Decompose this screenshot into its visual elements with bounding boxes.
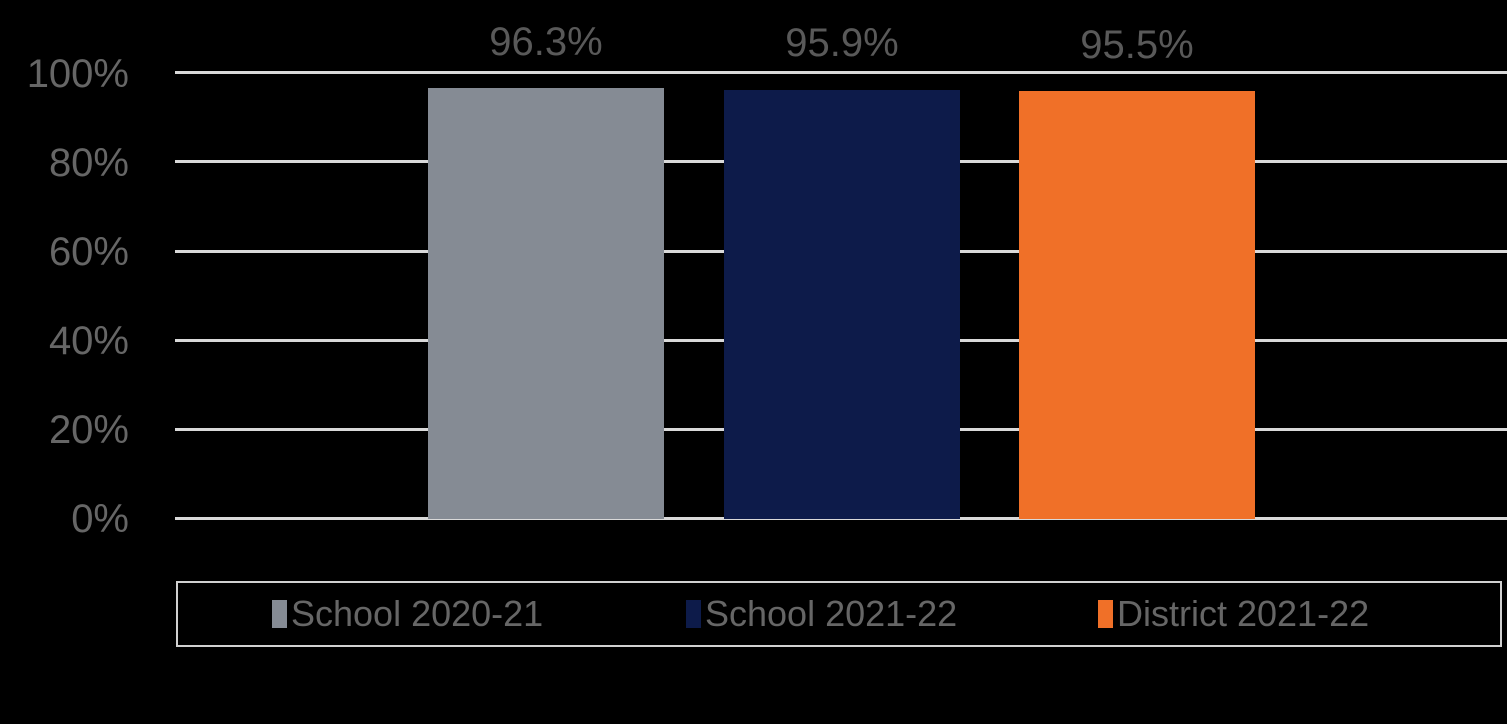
legend-swatch-school-2020-21 bbox=[272, 600, 287, 628]
data-label-school-2021-22: 95.9% bbox=[785, 21, 899, 65]
legend-label: School 2021-22 bbox=[705, 593, 958, 634]
y-tick-60: 60% bbox=[48, 230, 129, 274]
y-tick-20: 20% bbox=[48, 408, 129, 452]
y-tick-80: 80% bbox=[48, 141, 129, 185]
bar-school-2020-21 bbox=[428, 88, 664, 519]
y-tick-40: 40% bbox=[48, 319, 129, 363]
legend-item-district-2021-22: District 2021-22 bbox=[1098, 583, 1369, 645]
bar-school-2021-22 bbox=[724, 90, 960, 519]
bar-district-2021-22 bbox=[1019, 91, 1255, 519]
data-label-school-2020-21: 96.3% bbox=[489, 20, 603, 64]
legend-item-school-2021-22: School 2021-22 bbox=[686, 583, 957, 645]
legend-swatch-school-2021-22 bbox=[686, 600, 701, 628]
chart-legend: School 2020-21 School 2021-22 District 2… bbox=[176, 581, 1502, 647]
data-label-district-2021-22: 95.5% bbox=[1080, 23, 1194, 67]
legend-label: District 2021-22 bbox=[1117, 593, 1370, 634]
legend-swatch-district-2021-22 bbox=[1098, 600, 1113, 628]
legend-item-school-2020-21: School 2020-21 bbox=[272, 583, 543, 645]
gridline-100 bbox=[175, 71, 1507, 74]
y-tick-100: 100% bbox=[26, 52, 129, 96]
y-tick-0: 0% bbox=[71, 497, 129, 541]
legend-label: School 2020-21 bbox=[291, 593, 544, 634]
